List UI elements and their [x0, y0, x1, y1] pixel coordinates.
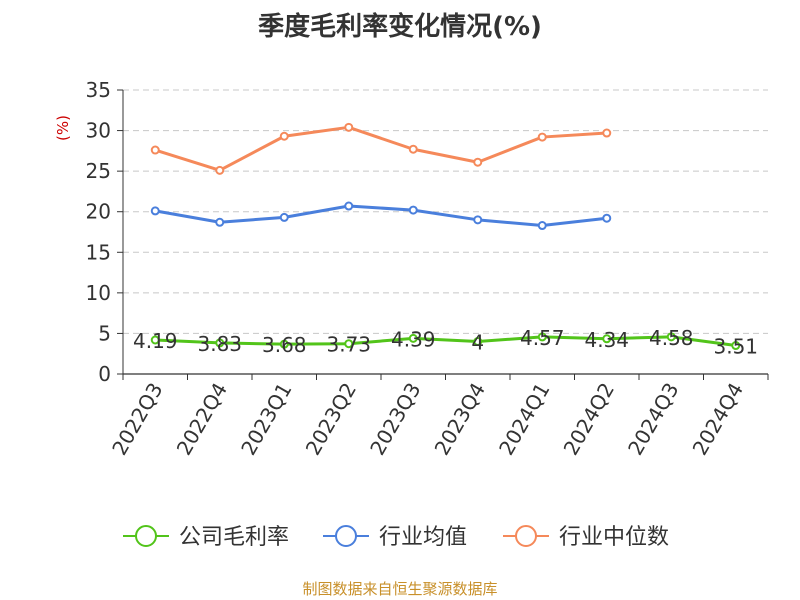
legend-item-0: 公司毛利率 — [123, 525, 289, 550]
data-point — [537, 221, 547, 231]
data-label: 4.39 — [391, 327, 436, 351]
data-point — [150, 206, 160, 216]
legend-label: 行业均值 — [379, 525, 467, 550]
legend-item-2: 行业中位数 — [503, 525, 669, 550]
y-tick-label: 20 — [86, 200, 111, 224]
data-label: 4.34 — [584, 328, 629, 352]
data-point — [473, 337, 483, 347]
x-tick-label: 2024Q1 — [494, 379, 554, 460]
y-tick-label: 0 — [98, 362, 111, 386]
x-tick-label: 2024Q3 — [623, 379, 683, 460]
data-label: 3.83 — [197, 332, 242, 356]
data-point — [344, 339, 354, 349]
x-tick-label: 2023Q1 — [236, 379, 296, 460]
x-tick-label: 2022Q4 — [172, 379, 232, 460]
series-line — [154, 204, 607, 228]
data-point — [602, 213, 612, 223]
legend-marker — [135, 525, 157, 547]
legend-label: 公司毛利率 — [179, 525, 289, 550]
legend-item-1: 行业均值 — [323, 525, 467, 550]
data-point — [666, 332, 676, 342]
data-point — [602, 128, 612, 138]
series-line — [155, 335, 736, 348]
x-tick-label: 2023Q4 — [430, 379, 490, 460]
series-0: 4.19 3.83 3.68 3.73 4.39 4 4.57 4.34 4.58 3.51 — [133, 326, 758, 359]
data-point — [473, 215, 483, 225]
x-tick-label: 2024Q4 — [688, 379, 748, 460]
data-point — [408, 333, 418, 343]
y-tick-label: 5 — [98, 321, 111, 345]
data-point — [215, 217, 225, 227]
data-point — [344, 201, 354, 211]
data-point — [279, 212, 289, 222]
data-point — [537, 132, 547, 142]
series-2 — [150, 122, 612, 175]
data-point — [279, 131, 289, 141]
x-tick-label: 2022Q3 — [107, 379, 167, 460]
data-label: 4 — [471, 331, 484, 355]
data-point — [731, 341, 741, 351]
y-axis-unit-label: (%) — [54, 115, 72, 141]
data-point — [279, 339, 289, 349]
data-point — [408, 144, 418, 154]
data-label: 4.57 — [520, 326, 565, 350]
legend-label: 行业中位数 — [559, 525, 669, 550]
data-point — [150, 335, 160, 345]
source-note: 制图数据来自恒生聚源数据库 — [302, 580, 498, 598]
data-point — [473, 157, 483, 167]
data-point — [215, 165, 225, 175]
legend-marker — [335, 525, 357, 547]
data-label: 4.58 — [649, 326, 694, 350]
x-tick-label: 2024Q2 — [559, 379, 619, 460]
data-label: 4.19 — [133, 329, 178, 353]
legend-marker — [515, 525, 537, 547]
data-label: 3.51 — [713, 335, 758, 359]
series-1 — [150, 201, 612, 231]
data-point — [408, 205, 418, 215]
y-tick-label: 30 — [86, 119, 111, 143]
y-tick-label: 15 — [86, 240, 111, 264]
data-point — [344, 122, 354, 132]
data-label: 3.73 — [326, 333, 371, 357]
x-tick-label: 2023Q3 — [365, 379, 425, 460]
series-line — [154, 125, 607, 172]
data-point — [602, 334, 612, 344]
y-tick-label: 25 — [86, 159, 111, 183]
data-point — [215, 338, 225, 348]
data-point — [537, 332, 547, 342]
chart-title: 季度毛利率变化情况(%) — [258, 12, 542, 42]
data-label: 3.68 — [262, 333, 307, 357]
data-point — [150, 145, 160, 155]
x-tick-label: 2023Q2 — [301, 379, 361, 460]
y-tick-label: 35 — [86, 78, 111, 102]
y-tick-label: 10 — [86, 281, 111, 305]
